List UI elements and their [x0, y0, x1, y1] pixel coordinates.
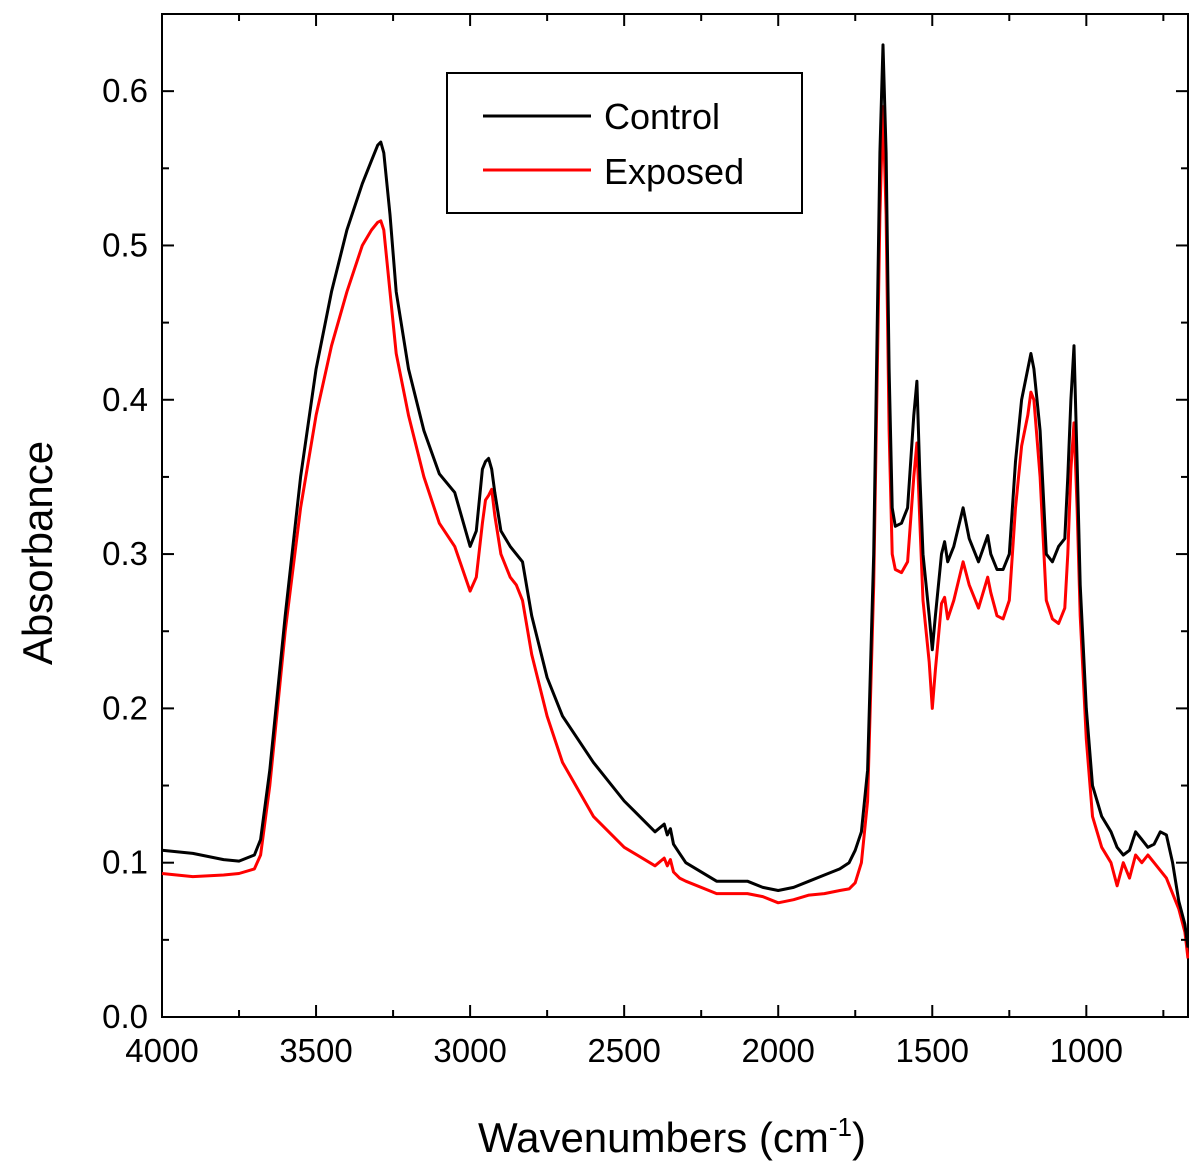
x-tick-label: 4000 — [125, 1032, 198, 1069]
series-line-exposed — [161, 105, 1189, 959]
x-tick-label: 1500 — [896, 1032, 969, 1069]
x-axis-title-suffix: ) — [852, 1114, 866, 1161]
x-tick-label: 3000 — [433, 1032, 506, 1069]
legend-box — [446, 72, 803, 214]
x-tick-label: 1000 — [1050, 1032, 1123, 1069]
legend: Control Exposed — [446, 72, 803, 214]
y-axis-title: Absorbance — [14, 441, 61, 665]
x-tick-label: 2500 — [587, 1032, 660, 1069]
y-tick-label: 0.6 — [102, 72, 148, 109]
y-tick-label: 0.1 — [102, 844, 148, 881]
x-axis-title: Wavenumbers (cm-1) — [478, 1112, 866, 1161]
x-axis-title-superscript: -1 — [829, 1112, 852, 1142]
legend-label-control: Control — [604, 96, 720, 137]
series-line-control — [161, 43, 1189, 948]
y-tick-label: 0.5 — [102, 226, 148, 263]
axes-layer: 4000 3500 3000 2500 2000 1500 1000 0.0 0.1 0.2 0.3… — [102, 13, 1188, 1069]
x-tick-label: 2000 — [742, 1032, 815, 1069]
y-tick-label: 0.0 — [102, 998, 148, 1035]
x-tick-label: 3500 — [279, 1032, 352, 1069]
y-tick-label: 0.2 — [102, 689, 148, 726]
y-tick-label: 0.4 — [102, 381, 148, 418]
y-tick-label: 0.3 — [102, 535, 148, 572]
series-layer — [161, 43, 1189, 959]
plot-area — [161, 13, 1189, 1018]
plot-frame — [161, 13, 1189, 1018]
legend-label-exposed: Exposed — [604, 151, 744, 192]
